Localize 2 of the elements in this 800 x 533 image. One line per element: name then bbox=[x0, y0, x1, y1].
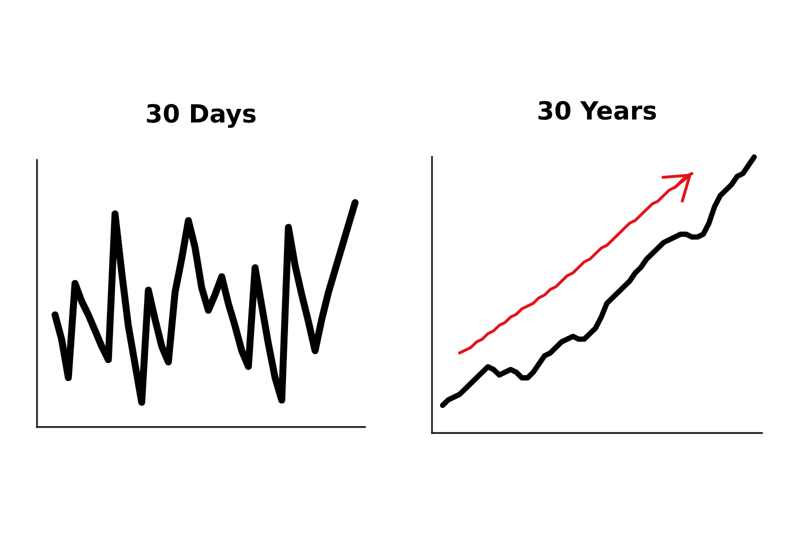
chart-title: 30 Days bbox=[146, 104, 256, 128]
chart-title: 30 Years bbox=[538, 100, 656, 120]
